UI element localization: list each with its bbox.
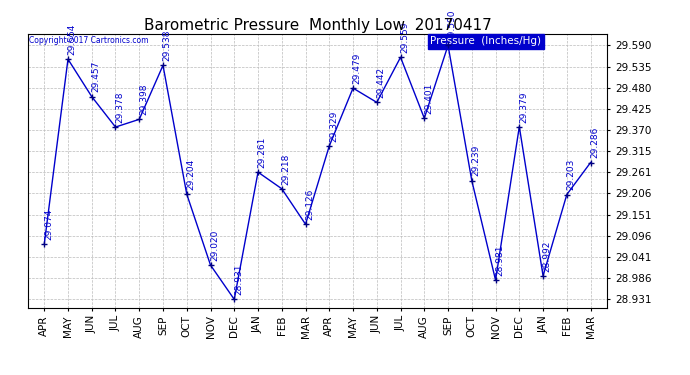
Text: 29.218: 29.218 — [282, 153, 290, 184]
Text: Copyright 2017 Cartronics.com: Copyright 2017 Cartronics.com — [29, 36, 148, 45]
Text: 29.378: 29.378 — [115, 92, 124, 123]
Text: 29.479: 29.479 — [353, 53, 362, 84]
Text: Pressure  (Inches/Hg): Pressure (Inches/Hg) — [431, 36, 542, 46]
Text: 28.992: 28.992 — [543, 240, 552, 272]
Text: 29.457: 29.457 — [91, 61, 101, 92]
Text: 29.559: 29.559 — [400, 22, 409, 53]
Text: 29.442: 29.442 — [377, 67, 386, 98]
Text: 29.204: 29.204 — [186, 159, 195, 190]
Text: 29.239: 29.239 — [471, 145, 480, 177]
Text: 29.126: 29.126 — [305, 189, 314, 220]
Text: 29.329: 29.329 — [329, 110, 338, 142]
Text: 28.931: 28.931 — [234, 264, 243, 295]
Text: 29.401: 29.401 — [424, 82, 433, 114]
Text: 29.074: 29.074 — [44, 209, 53, 240]
Text: 29.554: 29.554 — [68, 24, 77, 55]
Text: 28.981: 28.981 — [495, 244, 504, 276]
Text: 29.398: 29.398 — [139, 84, 148, 115]
Text: 29.590: 29.590 — [448, 10, 457, 41]
Text: 29.261: 29.261 — [257, 136, 266, 168]
Text: 29.020: 29.020 — [210, 230, 219, 261]
Title: Barometric Pressure  Monthly Low  20170417: Barometric Pressure Monthly Low 20170417 — [144, 18, 491, 33]
Text: 29.538: 29.538 — [163, 30, 172, 61]
Text: 29.379: 29.379 — [519, 91, 528, 123]
Text: 29.203: 29.203 — [566, 159, 575, 190]
Text: 29.286: 29.286 — [590, 127, 599, 158]
